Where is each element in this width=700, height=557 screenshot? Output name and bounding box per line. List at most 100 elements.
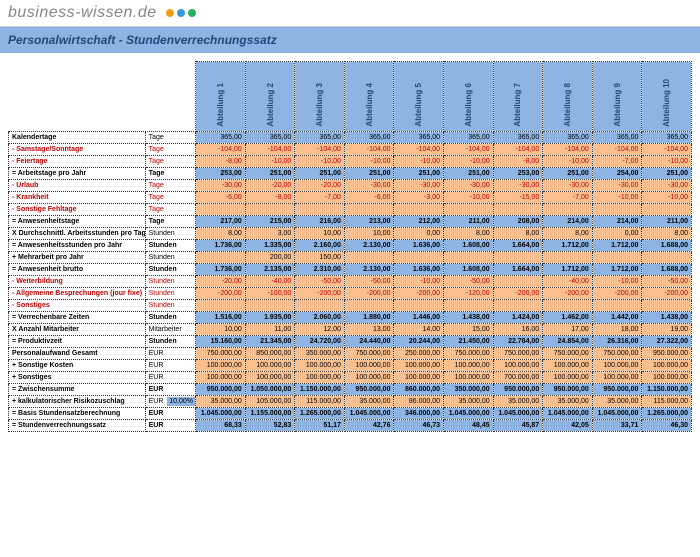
cell[interactable]: 1.712,00 — [592, 264, 642, 276]
cell[interactable]: 1.516,00 — [196, 312, 246, 324]
cell[interactable]: 365,00 — [196, 132, 246, 144]
cell[interactable]: 251,00 — [245, 168, 295, 180]
cell[interactable] — [444, 300, 494, 312]
cell[interactable]: 150,00 — [295, 252, 345, 264]
cell[interactable]: 1.045.000,00 — [493, 408, 543, 420]
cell[interactable]: 365,00 — [394, 132, 444, 144]
cell[interactable]: 35.000,00 — [444, 396, 494, 408]
cell[interactable] — [592, 300, 642, 312]
cell[interactable]: 250.000,00 — [394, 348, 444, 360]
cell[interactable]: 1.712,00 — [543, 240, 593, 252]
cell[interactable]: 42,76 — [344, 420, 394, 432]
cell[interactable]: -20,00 — [196, 276, 246, 288]
cell[interactable]: 1.688,00 — [642, 264, 692, 276]
cell[interactable]: 365,00 — [245, 132, 295, 144]
cell[interactable]: 365,00 — [295, 132, 345, 144]
cell[interactable]: 1.688,00 — [642, 240, 692, 252]
cell[interactable]: 21.450,00 — [444, 336, 494, 348]
cell[interactable]: -50,00 — [295, 276, 345, 288]
cell[interactable]: 17,00 — [543, 324, 593, 336]
cell[interactable]: 215,00 — [245, 216, 295, 228]
cell[interactable]: 700.000,00 — [493, 372, 543, 384]
cell[interactable]: 8,00 — [444, 228, 494, 240]
cell[interactable]: -6,00 — [196, 192, 246, 204]
cell[interactable]: 950.000,00 — [344, 384, 394, 396]
cell[interactable] — [493, 300, 543, 312]
cell[interactable] — [196, 204, 246, 216]
cell[interactable]: -104,00 — [543, 144, 593, 156]
cell[interactable]: 750.000,00 — [543, 348, 593, 360]
cell[interactable] — [295, 300, 345, 312]
cell[interactable]: -10,00 — [245, 156, 295, 168]
cell[interactable] — [444, 252, 494, 264]
cell[interactable]: 2.135,00 — [245, 264, 295, 276]
cell[interactable]: 35.000,00 — [493, 396, 543, 408]
cell[interactable]: 100.000,00 — [394, 372, 444, 384]
cell[interactable]: 100.000,00 — [295, 360, 345, 372]
cell[interactable]: -10,00 — [444, 192, 494, 204]
cell[interactable]: -104,00 — [592, 144, 642, 156]
cell[interactable]: 1.636,00 — [394, 264, 444, 276]
cell[interactable]: 251,00 — [394, 168, 444, 180]
cell[interactable]: 950.000,00 — [642, 348, 692, 360]
cell[interactable]: 10,00 — [295, 228, 345, 240]
cell[interactable]: 1.335,00 — [245, 240, 295, 252]
cell[interactable]: 2.060,00 — [295, 312, 345, 324]
cell[interactable]: -200,00 — [642, 288, 692, 300]
cell[interactable]: -104,00 — [245, 144, 295, 156]
cell[interactable]: -20,00 — [295, 180, 345, 192]
cell[interactable]: 2.160,00 — [295, 240, 345, 252]
cell[interactable]: 1.438,00 — [444, 312, 494, 324]
cell[interactable]: 10,00 — [344, 228, 394, 240]
cell[interactable]: -7,00 — [592, 156, 642, 168]
cell[interactable] — [543, 204, 593, 216]
cell[interactable] — [543, 252, 593, 264]
cell[interactable]: 216,00 — [295, 216, 345, 228]
cell[interactable]: 1.438,00 — [642, 312, 692, 324]
cell[interactable]: 1.608,00 — [444, 240, 494, 252]
cell[interactable]: 15.160,00 — [196, 336, 246, 348]
cell[interactable]: 950.000,00 — [196, 384, 246, 396]
cell[interactable]: 100.000,00 — [394, 360, 444, 372]
cell[interactable]: 10,00 — [196, 324, 246, 336]
cell[interactable]: -10,00 — [592, 276, 642, 288]
cell[interactable]: -200,00 — [394, 288, 444, 300]
cell[interactable]: -30,00 — [642, 180, 692, 192]
cell[interactable]: 365,00 — [642, 132, 692, 144]
cell[interactable]: -10,00 — [394, 276, 444, 288]
cell[interactable] — [493, 204, 543, 216]
cell[interactable]: 254,00 — [592, 168, 642, 180]
cell[interactable]: 350.000,00 — [444, 384, 494, 396]
cell[interactable]: 100.000,00 — [493, 360, 543, 372]
cell[interactable]: 214,00 — [543, 216, 593, 228]
cell[interactable]: 35.000,00 — [543, 396, 593, 408]
cell[interactable]: 1.736,00 — [196, 264, 246, 276]
cell[interactable]: 208,00 — [493, 216, 543, 228]
cell[interactable]: 365,00 — [592, 132, 642, 144]
cell[interactable]: 8,00 — [493, 228, 543, 240]
cell[interactable]: -10,00 — [642, 192, 692, 204]
cell[interactable]: 86.000,00 — [394, 396, 444, 408]
cell[interactable]: 251,00 — [642, 168, 692, 180]
cell[interactable]: 15,00 — [444, 324, 494, 336]
cell[interactable]: -200,00 — [543, 288, 593, 300]
cell[interactable]: 211,00 — [444, 216, 494, 228]
cell[interactable]: 750.000,00 — [592, 348, 642, 360]
cell[interactable] — [394, 300, 444, 312]
cell[interactable]: 211,00 — [642, 216, 692, 228]
cell[interactable]: 45,87 — [493, 420, 543, 432]
cell[interactable]: 8,00 — [642, 228, 692, 240]
cell[interactable] — [592, 204, 642, 216]
cell[interactable]: -104,00 — [295, 144, 345, 156]
cell[interactable]: 100.000,00 — [543, 360, 593, 372]
cell[interactable]: 251,00 — [543, 168, 593, 180]
cell[interactable]: -6,00 — [344, 192, 394, 204]
cell[interactable]: 100.000,00 — [245, 372, 295, 384]
cell[interactable]: -104,00 — [444, 144, 494, 156]
cell[interactable]: -100,00 — [245, 288, 295, 300]
cell[interactable] — [245, 204, 295, 216]
cell[interactable]: 46,30 — [642, 420, 692, 432]
cell[interactable]: 24.440,00 — [344, 336, 394, 348]
cell[interactable]: 100.000,00 — [344, 360, 394, 372]
cell[interactable]: 850.000,00 — [245, 348, 295, 360]
